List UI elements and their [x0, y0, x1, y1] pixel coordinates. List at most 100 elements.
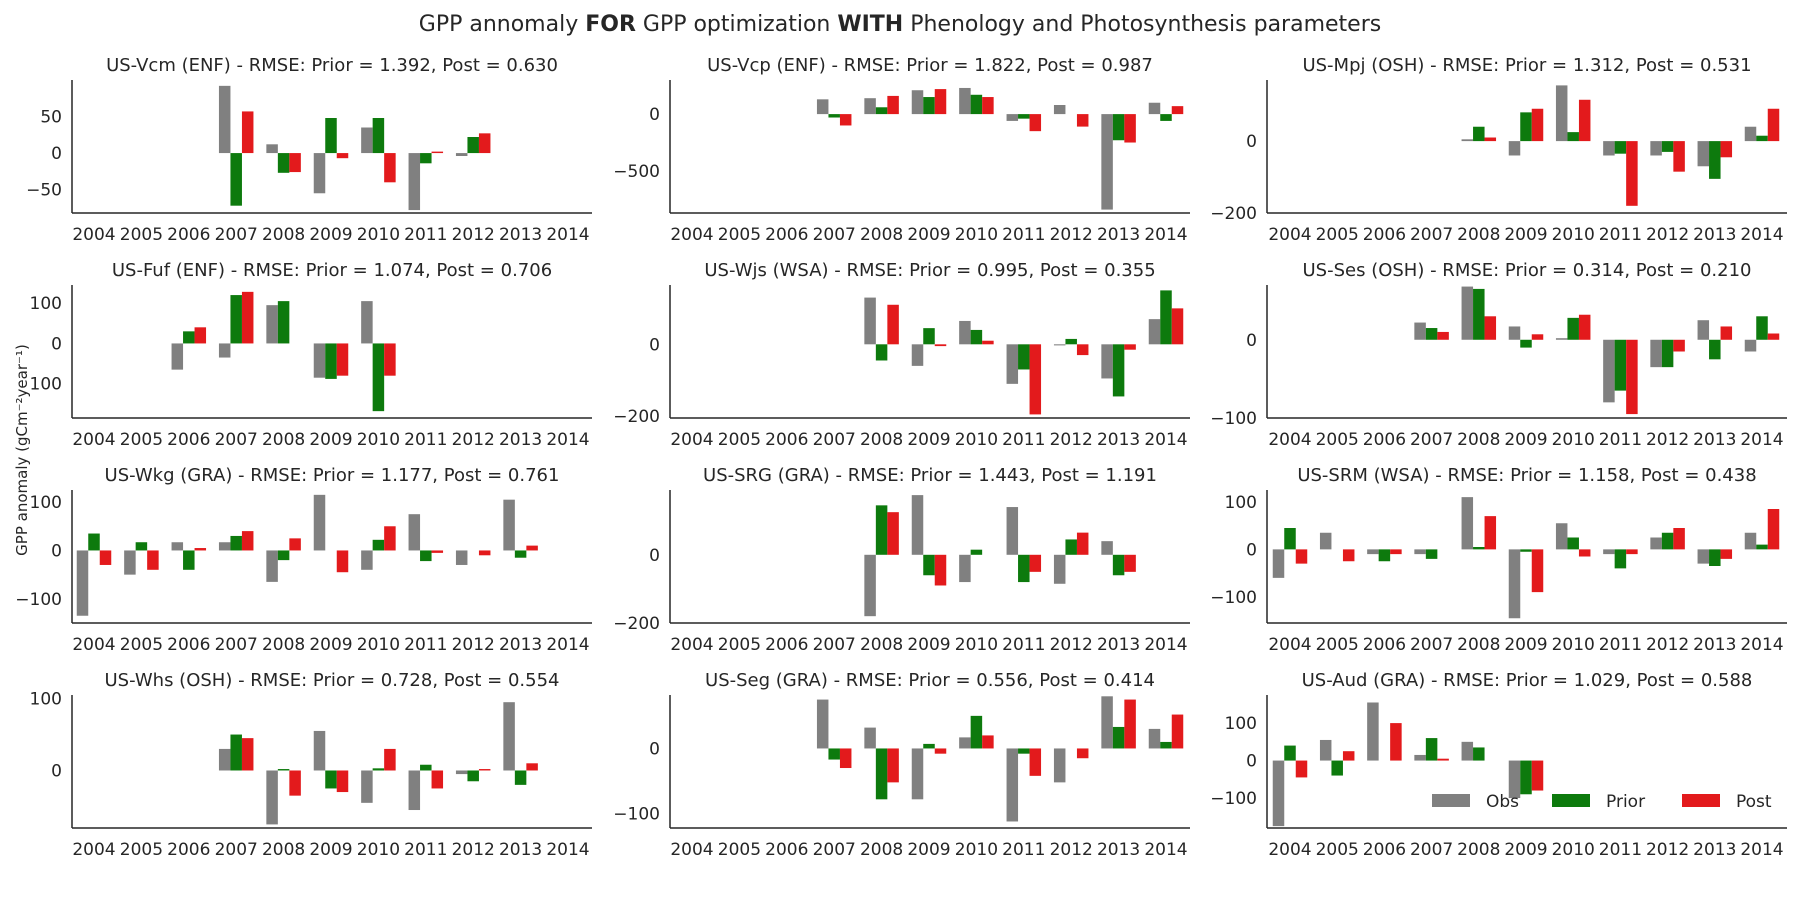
x-tick-label: 2013: [1097, 225, 1140, 245]
bar-post: [1720, 326, 1733, 340]
bar-post: [1076, 532, 1089, 555]
bar-obs: [1603, 141, 1615, 156]
legend-entry-prior: Prior: [1552, 792, 1645, 812]
subplot-title: US-Mpj (OSH) - RMSE: Prior = 1.312, Post…: [1302, 55, 1751, 76]
bar-prior: [1284, 745, 1296, 761]
bar-post: [1295, 760, 1308, 778]
bar-post: [289, 770, 301, 796]
x-tick-label: 2005: [1316, 430, 1359, 450]
x-tick-label: 2009: [309, 840, 352, 860]
bar-obs: [361, 127, 373, 154]
subplot-title: US-Ses (OSH) - RMSE: Prior = 0.314, Post…: [1303, 260, 1752, 281]
bar-obs: [361, 770, 373, 803]
bar-post: [1076, 344, 1089, 356]
bar-prior: [1425, 738, 1438, 761]
x-tick-label: 2005: [1316, 225, 1359, 245]
bar-post: [839, 748, 852, 769]
x-tick-label: 2013: [1693, 840, 1736, 860]
x-tick-label: 2010: [955, 430, 998, 450]
x-tick-label: 2013: [1693, 635, 1736, 655]
bar-obs: [503, 702, 515, 771]
x-tick-label: 2007: [1410, 840, 1453, 860]
bar-prior: [183, 331, 195, 344]
x-tick-label: 2011: [1002, 635, 1045, 655]
bar-obs: [1272, 549, 1285, 578]
x-tick-label: 2010: [357, 225, 400, 245]
subplot-title: US-Fuf (ENF) - RMSE: Prior = 1.074, Post…: [112, 260, 552, 281]
bar-obs: [1650, 537, 1662, 550]
bar-obs: [1603, 339, 1615, 403]
bar-prior: [1112, 344, 1125, 397]
x-tick-label: 2009: [309, 635, 352, 655]
bar-obs: [1053, 554, 1066, 584]
bar-prior: [1756, 316, 1768, 340]
x-tick-label: 2004: [72, 840, 115, 860]
y-tick-label: 0: [649, 546, 660, 566]
x-tick-label: 2006: [167, 225, 210, 245]
x-tick-label: 2012: [452, 430, 495, 450]
bar-obs: [218, 85, 231, 154]
bar-obs: [1148, 728, 1161, 749]
bar-post: [431, 550, 444, 553]
bar-post: [982, 97, 994, 115]
x-tick-label: 2012: [1646, 635, 1689, 655]
bar-post: [934, 89, 947, 115]
bar-prior: [1065, 338, 1077, 345]
bar-obs: [408, 770, 421, 811]
x-tick-label: 2012: [1050, 635, 1093, 655]
bar-prior: [875, 748, 888, 800]
x-tick-label: 2005: [120, 635, 163, 655]
bar-prior: [372, 118, 385, 154]
y-tick-label: 50: [40, 108, 62, 128]
x-tick-label: 2007: [215, 635, 258, 655]
subplot-title: US-Aud (GRA) - RMSE: Prior = 1.029, Post…: [1302, 670, 1753, 691]
x-tick-label: 2006: [1363, 225, 1406, 245]
bar-prior: [1567, 132, 1579, 142]
bar-obs: [1697, 549, 1710, 564]
x-tick-label: 2009: [1504, 840, 1547, 860]
x-tick-label: 2011: [404, 225, 447, 245]
subplot: US-Aud (GRA) - RMSE: Prior = 1.029, Post…: [1210, 670, 1787, 860]
x-tick-label: 2011: [1599, 430, 1642, 450]
x-tick-label: 2009: [907, 430, 950, 450]
bar-prior: [970, 549, 983, 555]
subplot: US-Whs (OSH) - RMSE: Prior = 0.728, Post…: [30, 670, 592, 860]
x-tick-label: 2014: [1144, 430, 1187, 450]
subplot: US-Mpj (OSH) - RMSE: Prior = 1.312, Post…: [1210, 55, 1787, 245]
bar-prior: [420, 550, 432, 562]
x-tick-label: 2004: [670, 430, 713, 450]
bar-obs: [911, 90, 924, 115]
x-tick-label: 2011: [1002, 225, 1045, 245]
y-tick-label: 0: [649, 105, 660, 125]
bar-post: [1076, 748, 1089, 759]
bar-post: [526, 545, 538, 551]
subplot-title: US-Vcm (ENF) - RMSE: Prior = 1.392, Post…: [106, 55, 558, 76]
x-tick-label: 2008: [262, 430, 305, 450]
x-tick-label: 2013: [499, 840, 542, 860]
subplot: US-SRG (GRA) - RMSE: Prior = 1.443, Post…: [613, 465, 1190, 655]
legend-label: Post: [1736, 792, 1772, 812]
x-tick-label: 2010: [1552, 225, 1595, 245]
x-tick-label: 2008: [1457, 225, 1500, 245]
y-tick-label: 0: [649, 739, 660, 759]
x-tick-label: 2007: [1410, 225, 1453, 245]
x-tick-label: 2005: [120, 430, 163, 450]
bar-prior: [1709, 339, 1721, 360]
bar-prior: [514, 550, 527, 558]
bar-post: [887, 95, 899, 115]
bar-obs: [1650, 141, 1662, 156]
x-tick-label: 2012: [452, 635, 495, 655]
legend-entry-post: Post: [1682, 792, 1772, 812]
bar-obs: [911, 344, 924, 366]
bar-post: [194, 548, 207, 551]
bar-obs: [313, 730, 326, 771]
legend-entry-obs: Obs: [1432, 792, 1519, 812]
bar-obs: [864, 297, 876, 345]
bar-post: [1673, 339, 1685, 352]
x-tick-label: 2014: [1740, 225, 1783, 245]
x-tick-label: 2014: [1144, 225, 1187, 245]
bar-prior: [277, 153, 290, 173]
bar-obs: [1414, 549, 1426, 555]
bar-post: [1124, 114, 1136, 143]
subplot: US-Wjs (WSA) - RMSE: Prior = 0.995, Post…: [613, 260, 1190, 450]
